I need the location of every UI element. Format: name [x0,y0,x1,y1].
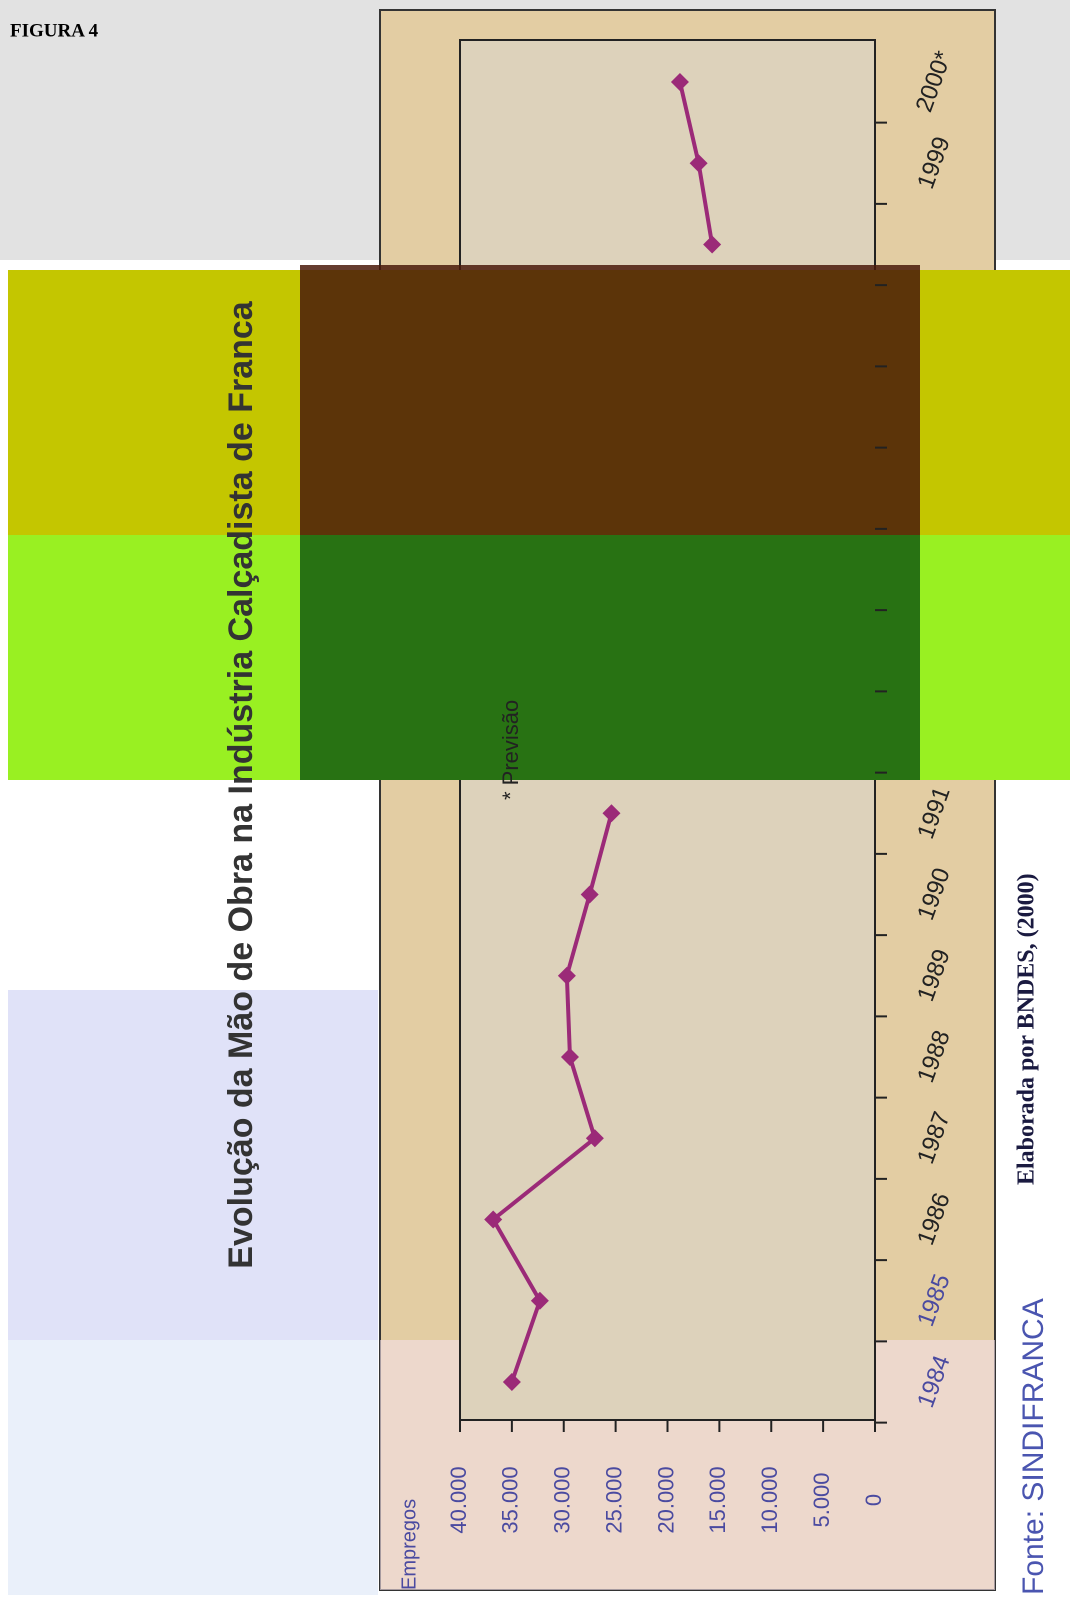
chart-note: * Previsão [498,700,523,800]
y-axis-label: Empregos [398,1499,420,1590]
y-tick-label: 30.000 [550,1466,575,1533]
y-tick-label: 40.000 [446,1466,471,1533]
chart-title: Evolução da Mão de Obra na Indústria Cal… [222,300,260,1268]
y-tick-label: 20.000 [653,1466,678,1533]
credit: Elaborada por BNDES, (2000) [1014,873,1040,1185]
scan-artifact [300,535,920,780]
background-band [8,1340,378,1595]
y-tick-label: 35.000 [498,1466,523,1533]
y-tick-label: 25.000 [601,1466,626,1533]
y-tick-label: 0 [861,1494,886,1506]
y-tick-label: 10.000 [757,1466,782,1533]
page: FIGURA 4 Evolução da Mão de Obra na Indú… [0,0,1070,1600]
background-band [8,990,378,1340]
scan-artifact [300,265,920,535]
y-tick-label: 5.000 [809,1472,834,1527]
figure-label: FIGURA 4 [10,20,99,41]
source: Fonte: SINDIFRANCA [1017,1298,1050,1595]
y-tick-label: 15.000 [705,1466,730,1533]
